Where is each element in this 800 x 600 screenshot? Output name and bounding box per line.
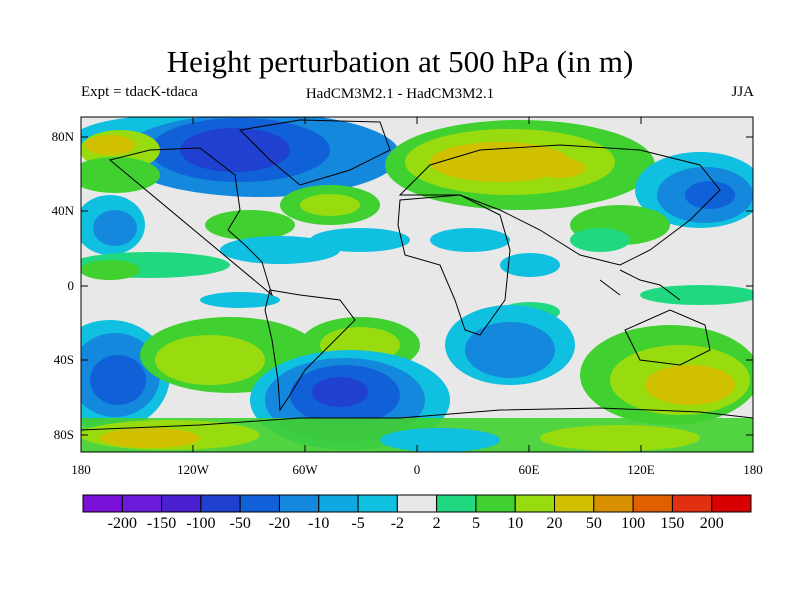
season-label: JJA <box>731 84 754 100</box>
colorbar-label: 2 <box>433 515 441 532</box>
coastline-south-america <box>264 289 356 412</box>
colorbar <box>82 494 752 513</box>
colorbar-label: -200 <box>108 515 137 532</box>
lat-tick-label: 0 <box>68 278 75 293</box>
colorbar-box <box>711 494 752 513</box>
map-panel <box>81 117 753 452</box>
model-label: HadCM3M2.1 - HadCM3M2.1 <box>305 86 495 102</box>
coastline-eurasia <box>398 144 721 266</box>
field-blob <box>430 228 510 252</box>
field-blob <box>93 210 137 246</box>
axis-ticks <box>81 117 753 452</box>
colorbar-box <box>121 494 163 513</box>
colorbar-label: 150 <box>660 515 684 532</box>
field-blob <box>570 228 630 252</box>
colorbar-box <box>436 494 477 513</box>
colorbar-box <box>357 494 398 513</box>
field-blob <box>155 335 265 385</box>
field-blob <box>312 377 368 407</box>
colorbar-box <box>593 494 634 513</box>
coastline-maritime-continent <box>599 269 681 301</box>
lat-tick-label: 40N <box>52 203 75 218</box>
colorbar-label: -20 <box>269 515 290 532</box>
colorbar-box <box>554 494 595 513</box>
colorbar-label: 20 <box>547 515 563 532</box>
coastline-africa <box>397 194 511 336</box>
field-blob <box>205 210 295 240</box>
field-blob <box>500 253 560 277</box>
field-blob <box>200 292 280 308</box>
map-title: Height perturbation at 500 hPa (in m) <box>166 44 634 79</box>
field-blob <box>540 425 700 451</box>
colorbar-box <box>318 494 359 513</box>
experiment-label: Expt = tdacK-tdaca <box>81 84 198 100</box>
lon-tick-label: 180 <box>743 462 763 477</box>
colorbar-label: -100 <box>186 515 215 532</box>
colorbar-box <box>278 494 320 513</box>
colorbar-label: -10 <box>308 515 329 532</box>
colorbar-label: 100 <box>621 515 645 532</box>
lat-tick-label: 80S <box>54 427 74 442</box>
colorbar-box <box>475 494 516 513</box>
colorbar-box <box>396 494 438 513</box>
lon-tick-label: 0 <box>414 462 421 477</box>
lon-tick-label: 60W <box>292 462 318 477</box>
colorbar-box <box>200 494 241 513</box>
coastline-north-america <box>108 147 273 297</box>
colorbar-box <box>671 494 713 513</box>
field-blob <box>380 428 500 452</box>
field-blob <box>430 142 570 182</box>
lat-tick-label: 80N <box>52 129 75 144</box>
lat-tick-label: 40S <box>54 352 74 367</box>
field-blob <box>535 158 585 178</box>
colorbar-label: 200 <box>700 515 724 532</box>
field-blob <box>81 157 160 193</box>
field-blob <box>300 194 360 216</box>
field-blob <box>90 355 146 405</box>
coastline-greenland <box>238 119 391 186</box>
colorbar-label: -2 <box>391 515 404 532</box>
field-blob <box>100 428 200 448</box>
field-blob <box>220 236 340 264</box>
lon-tick-label: 60E <box>519 462 540 477</box>
colorbar-box <box>161 494 202 513</box>
field-blob <box>81 260 140 280</box>
colorbar-label: -5 <box>351 515 364 532</box>
colorbar-box <box>514 494 556 513</box>
colorbar-label: -50 <box>230 515 251 532</box>
field-blob <box>465 322 555 378</box>
coastlines <box>81 119 753 431</box>
field-blob <box>685 181 735 209</box>
colorbar-label: 50 <box>586 515 602 532</box>
coastline-australia <box>624 309 711 366</box>
colorbar-box <box>239 494 280 513</box>
lon-tick-label: 180 <box>71 462 91 477</box>
colorbar-label: 10 <box>507 515 523 532</box>
field-blob <box>85 135 135 155</box>
field-blob <box>645 365 735 405</box>
field-blob <box>180 128 290 172</box>
colorbar-label: 5 <box>472 515 480 532</box>
coastline-antarctica <box>81 407 753 431</box>
lon-tick-label: 120E <box>627 462 655 477</box>
colorbar-box <box>632 494 673 513</box>
field-blob <box>640 285 753 305</box>
lon-tick-label: 120W <box>177 462 210 477</box>
colorbar-label: -150 <box>147 515 176 532</box>
colorbar-labels: -200 -150 -100 -50 -20 -10 -5 -2 2 5 10 20 50 100 150 2… <box>108 515 724 532</box>
colorbar-box <box>82 494 123 513</box>
